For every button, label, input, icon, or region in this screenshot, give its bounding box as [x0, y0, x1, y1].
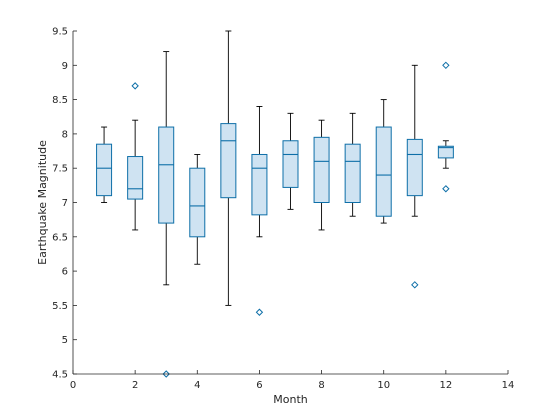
axes-layer: 0 2 4 6 8 10 12 14 4.5 5 5.5 6 6.5 7 7.5 8 8.5 9 9.5 [52, 27, 514, 392]
box-10 [375, 99, 392, 224]
x-tick-label: 2 [132, 380, 138, 391]
box-3 [158, 51, 175, 378]
y-tick-label: 8 [62, 129, 68, 140]
box-iqr [220, 123, 237, 199]
box-iqr [251, 153, 268, 216]
box-6 [251, 106, 268, 316]
x-tick-label: 8 [318, 380, 324, 391]
outlier-point [162, 370, 170, 378]
y-tick-label: 6.5 [52, 232, 68, 243]
y-tick-label: 8.5 [52, 95, 68, 106]
outlier-point [411, 281, 419, 289]
y-tick-label: 6 [62, 267, 68, 278]
outlier-point [442, 61, 450, 70]
x-tick-label: 10 [377, 380, 390, 391]
box-iqr [96, 143, 113, 197]
box-7 [282, 112, 299, 210]
y-tick-label: 5.5 [52, 301, 68, 312]
x-tick-label: 14 [502, 380, 515, 391]
y-axis-label: Earthquake Magnitude [36, 140, 49, 265]
box-iqr [189, 167, 206, 238]
box-iqr [406, 138, 423, 197]
box-1 [96, 126, 113, 203]
boxes-layer [96, 30, 454, 378]
box-iqr [282, 140, 299, 188]
x-tick-label: 0 [70, 380, 76, 391]
outlier-point [255, 308, 264, 316]
box-5 [220, 30, 237, 306]
box-iqr [344, 143, 361, 204]
x-tick-label: 12 [439, 380, 452, 391]
outlier-point [131, 82, 139, 90]
box-iqr [127, 156, 144, 200]
y-tick-label: 9 [62, 61, 68, 72]
y-tick-label: 7.5 [52, 164, 68, 175]
box-8 [313, 119, 330, 231]
y-tick-label: 5 [62, 335, 68, 346]
box-9 [344, 112, 361, 217]
box-iqr [437, 145, 454, 159]
x-tick-label: 6 [256, 380, 262, 391]
box-2 [127, 82, 144, 231]
box-12 [437, 61, 454, 193]
y-tick-label: 7 [62, 198, 68, 209]
box-4 [189, 154, 206, 265]
box-11 [406, 64, 423, 289]
y-tick-label: 9.5 [52, 27, 68, 38]
outlier-point [442, 185, 450, 193]
x-axis-label: Month [273, 393, 308, 406]
box-iqr [375, 126, 392, 217]
box-iqr [313, 136, 330, 203]
y-tick-label: 4.5 [52, 370, 68, 381]
box-iqr [158, 126, 175, 224]
x-tick-label: 4 [194, 380, 200, 391]
